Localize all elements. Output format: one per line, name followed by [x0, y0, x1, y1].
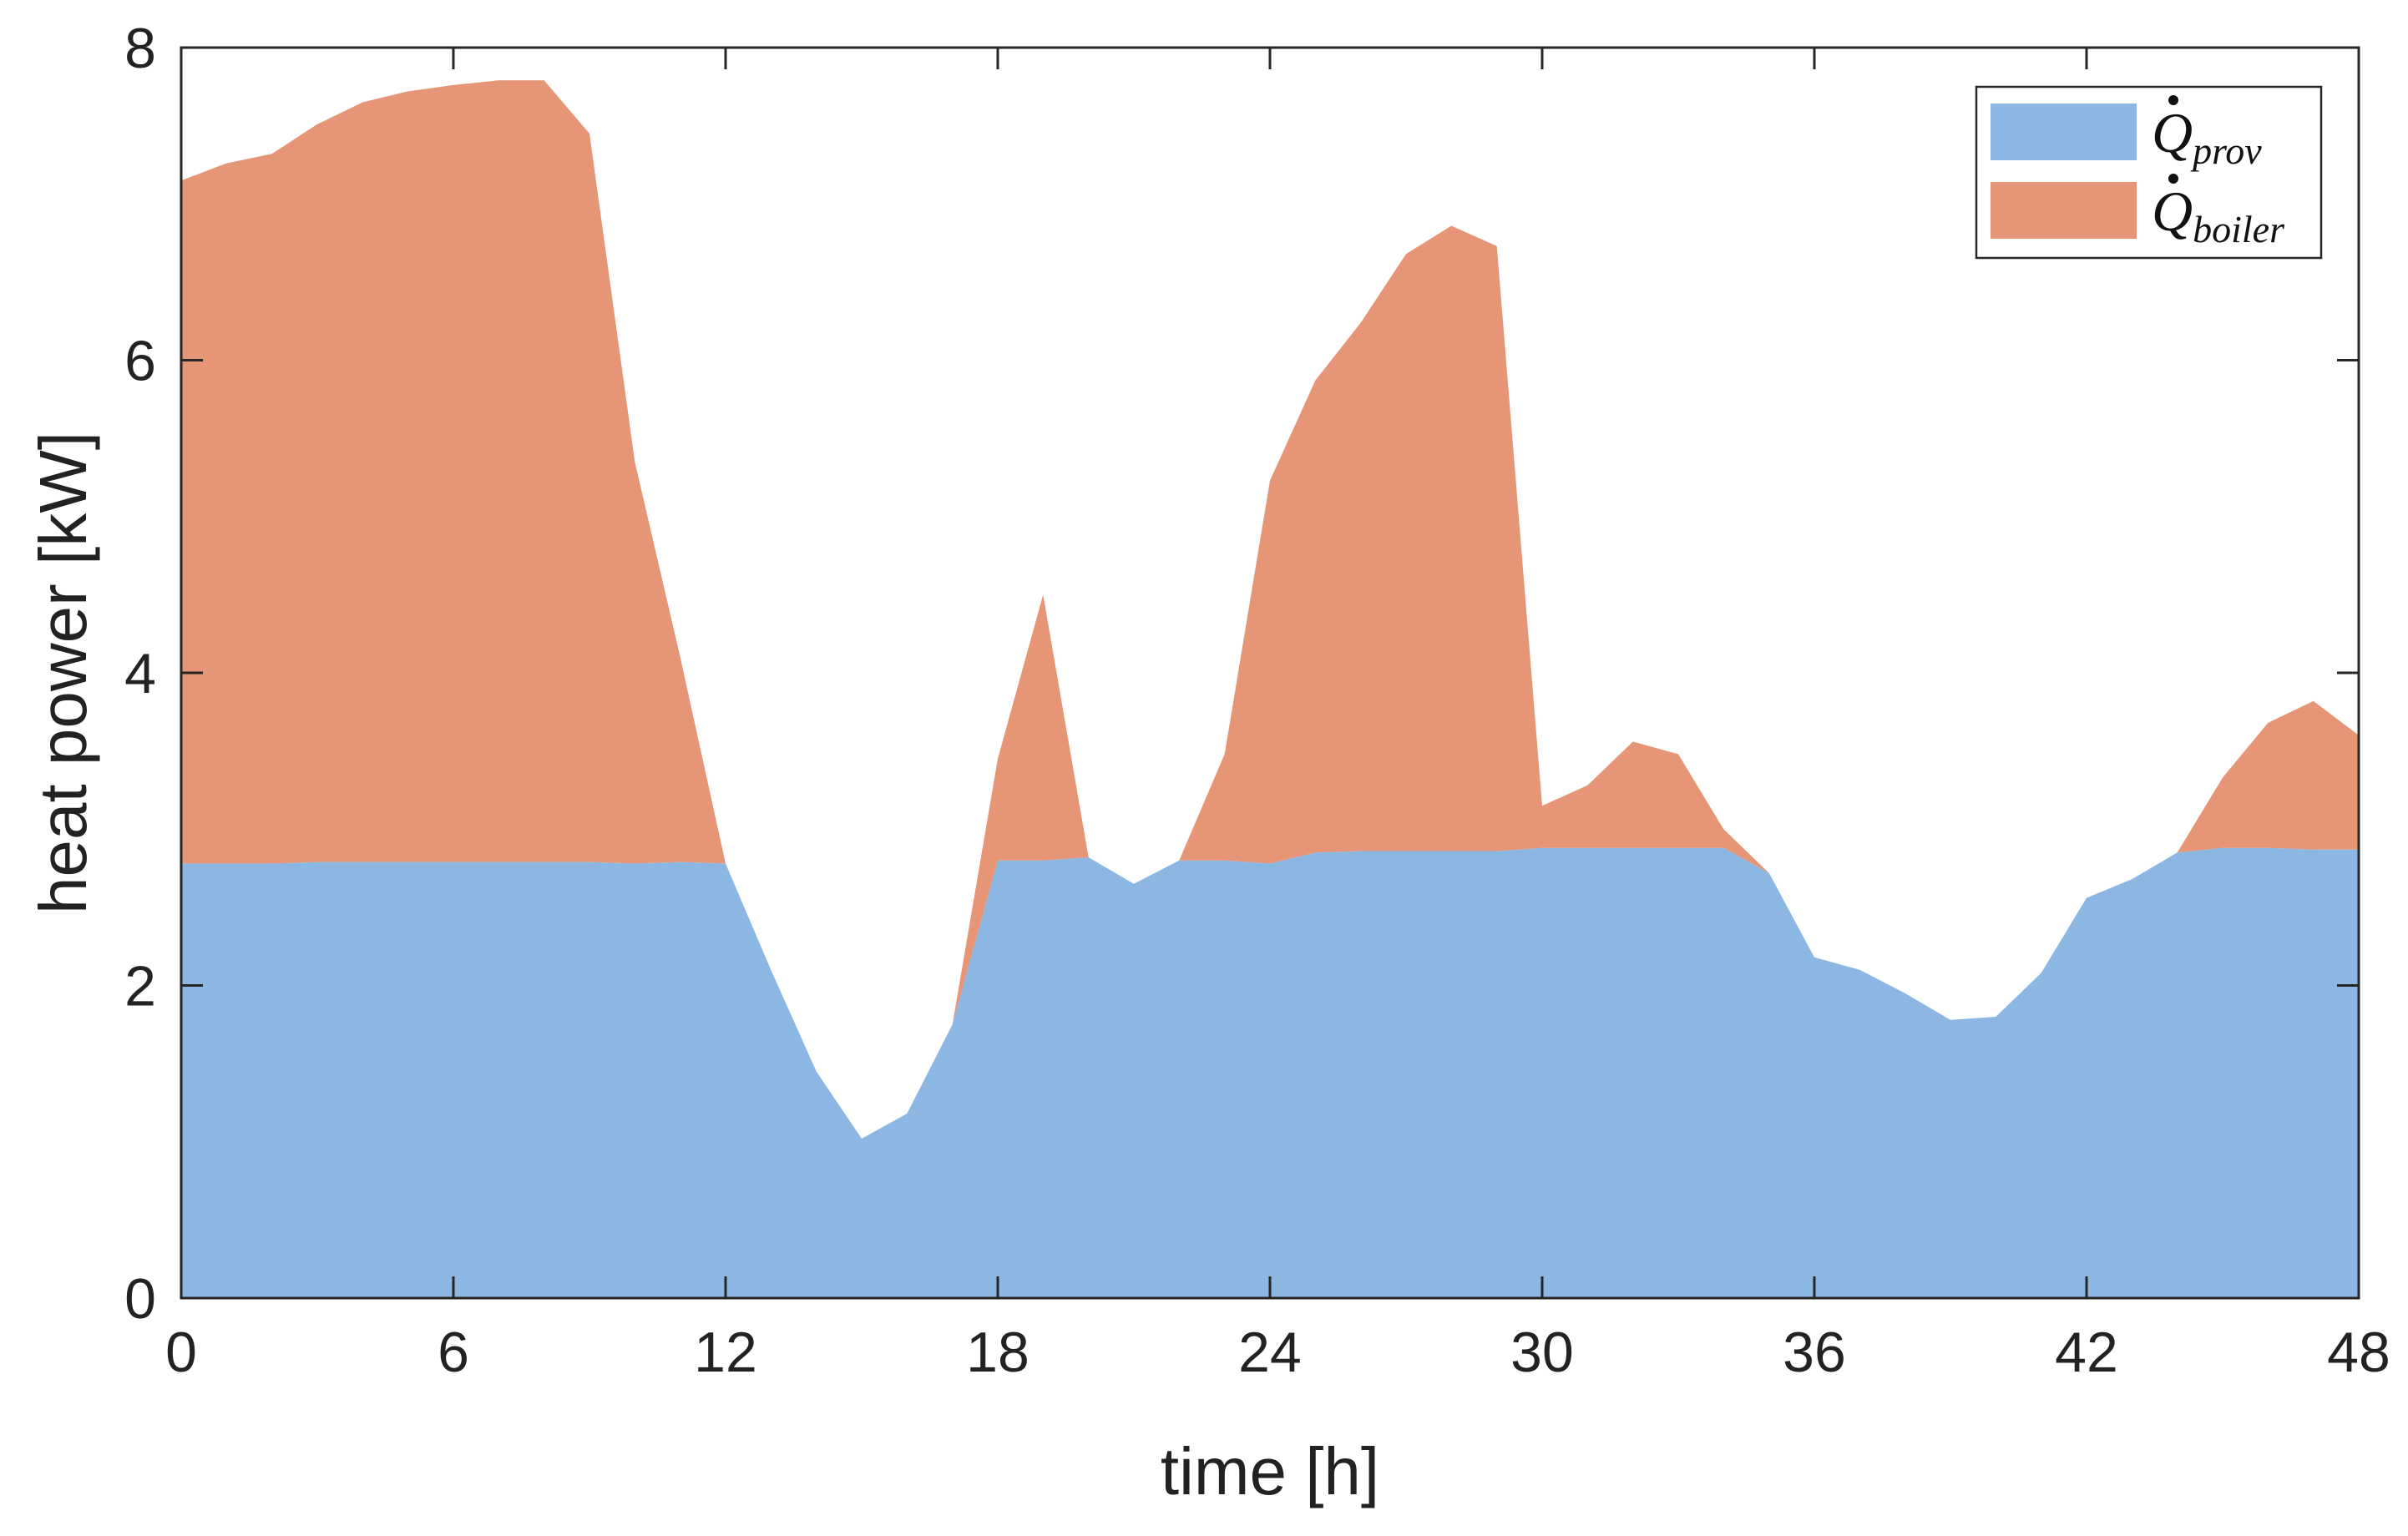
x-tick-label: 30 [1510, 1321, 1574, 1384]
legend-label-boiler: Qboiler [2152, 179, 2285, 250]
legend-swatch-prov [1991, 104, 2137, 160]
y-tick-label: 4 [124, 642, 156, 705]
y-tick-label: 2 [124, 955, 156, 1018]
x-tick-label: 12 [694, 1321, 757, 1384]
x-tick-label: 24 [1238, 1321, 1302, 1384]
y-tick-label: 6 [124, 330, 156, 393]
x-tick-label: 42 [2055, 1321, 2118, 1384]
x-tick-label: 6 [438, 1321, 469, 1384]
legend-dot-prov [2168, 95, 2178, 105]
y-axis-label: heat power [kW] [26, 432, 100, 914]
area-series-prov [181, 847, 2359, 1298]
legend-label-prov: Qprov [2152, 101, 2262, 172]
legend-dot-boiler [2168, 174, 2178, 184]
x-axis-label: time [h] [1161, 1434, 1379, 1508]
y-tick-label: 8 [124, 17, 156, 80]
plot-area [181, 80, 2359, 1298]
legend-swatch-boiler [1991, 182, 2137, 239]
x-tick-label: 36 [1783, 1321, 1846, 1384]
area-series-boiler [181, 80, 2359, 1139]
y-tick-label: 0 [124, 1267, 156, 1331]
x-tick-label: 48 [2327, 1321, 2390, 1384]
x-tick-label: 0 [165, 1321, 197, 1384]
x-tick-label: 18 [966, 1321, 1029, 1384]
